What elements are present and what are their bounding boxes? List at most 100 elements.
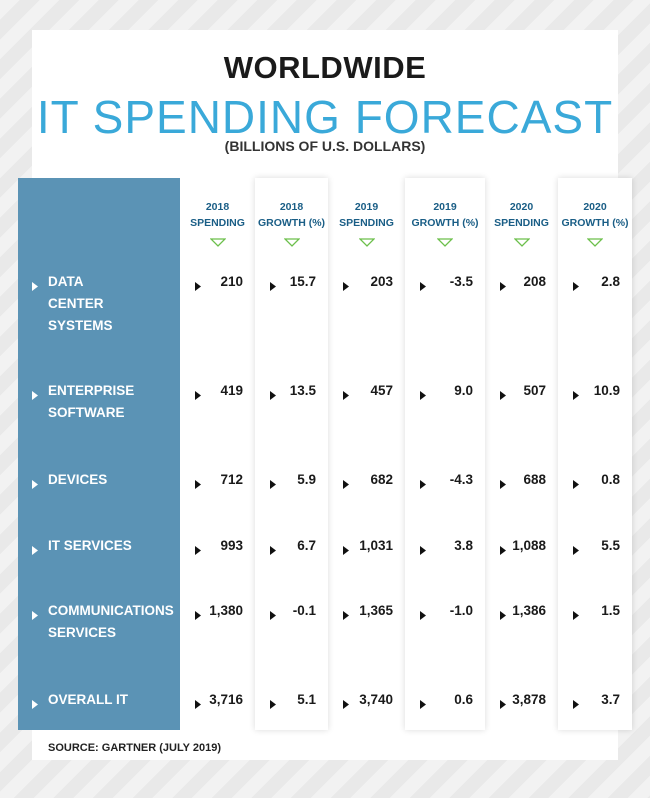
cell-arrow-shape bbox=[343, 480, 349, 489]
cell-arrow bbox=[343, 387, 349, 400]
cell-arrow-shape bbox=[195, 700, 201, 709]
cell-arrow bbox=[420, 607, 426, 620]
cell-value: 1,386 bbox=[512, 603, 546, 618]
cell-arrow bbox=[195, 696, 201, 709]
cell-value: 10.9 bbox=[593, 383, 620, 398]
column-bg bbox=[485, 178, 558, 730]
column-header: SPENDING bbox=[494, 217, 549, 229]
row-label: SOFTWARE bbox=[48, 405, 125, 420]
label-column bbox=[18, 178, 180, 730]
header-arrow bbox=[436, 234, 454, 247]
cell-value: 3,716 bbox=[209, 692, 243, 707]
row-label: OVERALL IT bbox=[48, 692, 129, 707]
cell-arrow-shape bbox=[195, 611, 201, 620]
cell-arrow-shape bbox=[500, 700, 506, 709]
cell-arrow bbox=[195, 607, 201, 620]
column-bg bbox=[405, 178, 485, 730]
cell-arrow-shape bbox=[343, 282, 349, 291]
cell-arrow bbox=[500, 696, 506, 709]
cell-arrow bbox=[343, 542, 349, 555]
column-header: SPENDING bbox=[339, 217, 394, 229]
row-label: DATA bbox=[48, 274, 84, 289]
header-arrow bbox=[586, 234, 604, 247]
cell-arrow-shape bbox=[500, 480, 506, 489]
row-arrow-shape bbox=[32, 700, 38, 709]
column-header: GROWTH (%) bbox=[411, 217, 479, 229]
row-label: IT SERVICES bbox=[48, 538, 132, 553]
row-arrow bbox=[32, 542, 38, 555]
row-label: SERVICES bbox=[48, 625, 117, 640]
cell-arrow-shape bbox=[420, 282, 426, 291]
cell-arrow bbox=[343, 278, 349, 291]
cell-arrow bbox=[343, 607, 349, 620]
cell-value: -4.3 bbox=[449, 472, 473, 487]
cell-value: 1.5 bbox=[601, 603, 620, 618]
cell-value: -1.0 bbox=[449, 603, 473, 618]
cell-arrow bbox=[195, 387, 201, 400]
column-header: SPENDING bbox=[190, 217, 245, 229]
header-arrow-shape bbox=[586, 238, 604, 247]
cell-value: 993 bbox=[220, 538, 243, 553]
row-arrow-shape bbox=[32, 282, 38, 291]
row-label: DEVICES bbox=[48, 472, 108, 487]
cell-arrow bbox=[500, 607, 506, 620]
cell-value: -3.5 bbox=[449, 274, 473, 289]
cell-arrow bbox=[573, 278, 579, 291]
cell-arrow bbox=[573, 607, 579, 620]
column-bg bbox=[328, 178, 405, 730]
cell-arrow bbox=[270, 387, 276, 400]
cell-arrow-shape bbox=[500, 391, 506, 400]
cell-arrow bbox=[573, 696, 579, 709]
cell-arrow bbox=[343, 476, 349, 489]
cell-arrow-shape bbox=[343, 700, 349, 709]
cell-arrow bbox=[420, 387, 426, 400]
cell-value: 9.0 bbox=[454, 383, 473, 398]
cell-value: 507 bbox=[523, 383, 546, 398]
cell-value: 6.7 bbox=[297, 538, 316, 553]
cell-value: 1,380 bbox=[209, 603, 243, 618]
header-arrow-shape bbox=[436, 238, 454, 247]
cell-arrow-shape bbox=[343, 546, 349, 555]
cell-arrow bbox=[500, 476, 506, 489]
cell-value: 15.7 bbox=[289, 274, 316, 289]
cell-arrow bbox=[500, 278, 506, 291]
cell-arrow bbox=[573, 476, 579, 489]
cell-arrow bbox=[270, 278, 276, 291]
cell-arrow-shape bbox=[573, 480, 579, 489]
cell-value: 3.7 bbox=[601, 692, 620, 707]
cell-arrow-shape bbox=[270, 282, 276, 291]
cell-value: 1,088 bbox=[512, 538, 546, 553]
row-arrow bbox=[32, 696, 38, 709]
cell-value: 1,365 bbox=[359, 603, 393, 618]
cell-value: 5.1 bbox=[297, 692, 316, 707]
cell-arrow-shape bbox=[195, 546, 201, 555]
row-label: ENTERPRISE bbox=[48, 383, 135, 398]
row-arrow-shape bbox=[32, 546, 38, 555]
row-arrow bbox=[32, 278, 38, 291]
column-header: GROWTH (%) bbox=[257, 217, 326, 229]
source: SOURCE: GARTNER (JULY 2019) bbox=[48, 742, 221, 754]
header-arrow bbox=[208, 234, 227, 247]
cell-arrow-shape bbox=[573, 391, 579, 400]
cell-arrow bbox=[500, 387, 506, 400]
header-arrow-shape bbox=[208, 238, 227, 247]
cell-arrow bbox=[343, 696, 349, 709]
cell-arrow bbox=[573, 387, 579, 400]
cell-arrow-shape bbox=[500, 546, 506, 555]
cell-arrow-shape bbox=[195, 282, 201, 291]
row-label: SYSTEMS bbox=[48, 318, 113, 333]
cell-arrow bbox=[270, 542, 276, 555]
cell-arrow bbox=[195, 542, 201, 555]
cell-arrow-shape bbox=[195, 480, 201, 489]
column-bg bbox=[558, 178, 632, 730]
cell-arrow-shape bbox=[270, 611, 276, 620]
cell-arrow bbox=[420, 696, 426, 709]
row-arrow-shape bbox=[32, 391, 38, 400]
cell-arrow bbox=[420, 476, 426, 489]
cell-arrow-shape bbox=[420, 391, 426, 400]
row-arrow-shape bbox=[32, 480, 38, 489]
cell-arrow-shape bbox=[573, 546, 579, 555]
cell-arrow-shape bbox=[573, 611, 579, 620]
units-note: (BILLIONS OF U.S. DOLLARS) bbox=[224, 138, 426, 154]
